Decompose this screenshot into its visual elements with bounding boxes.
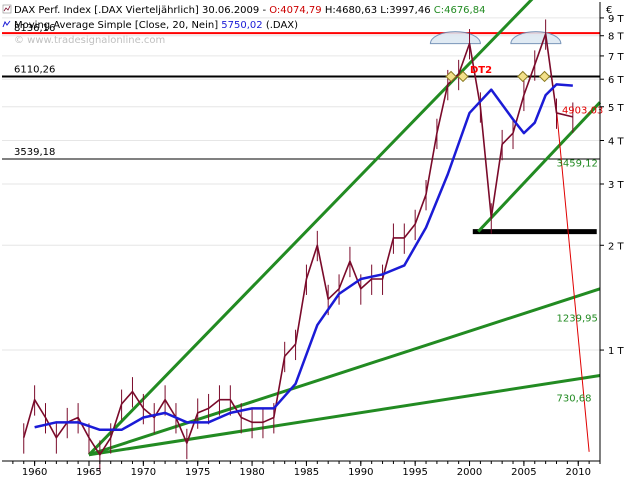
svg-text:Moving Average Simple [Close,: Moving Average Simple [Close, 20, Nein] …: [14, 20, 298, 31]
y-tick-label: 4 T: [608, 137, 625, 148]
header-close: C:4676,84: [431, 5, 486, 16]
line-label: 1239,95: [557, 314, 598, 325]
x-tick-label: 2000: [457, 467, 482, 478]
header-high: H:4680,63: [322, 5, 377, 16]
x-tick-label: 1965: [76, 467, 101, 478]
line-label: 730,68: [557, 393, 592, 404]
trendlines: [87, 0, 602, 457]
level-marker: [538, 70, 551, 83]
x-tick-label: 1985: [294, 467, 319, 478]
header: DAX Perf. Index [.DAX Vierteljährlich] 3…: [2, 4, 485, 31]
y-tick-label: 9 T: [608, 14, 625, 25]
level-label: 6110,26: [14, 64, 55, 75]
currency-symbol: €: [606, 5, 612, 16]
y-tick-label: 8 T: [608, 32, 625, 43]
moving-average-series: [34, 83, 573, 432]
watermark: © www.tradesignalonline.com: [14, 35, 165, 46]
header-instrument: DAX Perf. Index [.DAX Vierteljährlich] 3…: [14, 5, 269, 16]
pattern-label: DT2: [470, 65, 492, 76]
x-tick-label: 1975: [185, 467, 210, 478]
y-tick-label: 3 T: [608, 180, 625, 191]
double-top-shape: [429, 31, 481, 45]
y-tick-label: 2 T: [608, 241, 625, 252]
grid: [2, 17, 600, 351]
x-tick-label: 1990: [348, 467, 373, 478]
line-label: 4903,03: [562, 106, 603, 117]
y-tick-label: 5 T: [608, 103, 625, 114]
ma-value: 5750,02: [221, 20, 262, 31]
x-tick-label: 1970: [131, 467, 156, 478]
level-marker: [517, 70, 529, 83]
x-tick-label: 2010: [566, 467, 591, 478]
trendline: [87, 0, 534, 456]
ma-icon: [2, 20, 11, 28]
level-marker: [457, 70, 469, 83]
x-tick-label: 1980: [239, 467, 264, 478]
x-tick-label: 1995: [402, 467, 427, 478]
top-shapes: [429, 31, 562, 45]
trendline: [88, 374, 601, 457]
header-icon-glyph: [3, 5, 11, 12]
y-axis: 1 T 2 T 3 T 4 T 5 T 6 T 7 T 8 T 9 T: [600, 14, 625, 357]
svg-text:DAX Perf. Index [.DAX Viertel: DAX Perf. Index [.DAX Vierteljährlich] 3…: [14, 5, 485, 16]
double-top-shape: [510, 31, 562, 45]
y-tick-label: 7 T: [608, 52, 625, 63]
y-tick-label: 1 T: [608, 346, 625, 357]
trendline: [477, 101, 602, 233]
y-tick-label: 6 T: [608, 75, 625, 86]
x-tick-label: 1960: [22, 467, 47, 478]
header-low: L:3997,46: [377, 5, 430, 16]
level-label: 3539,18: [14, 147, 55, 158]
ma-label: Moving Average Simple [Close, 20, Nein]: [14, 20, 221, 31]
series: [22, 19, 574, 471]
ma-suffix: (.DAX): [263, 20, 298, 31]
line-label: 3459,12: [557, 158, 598, 169]
trendline: [88, 287, 601, 457]
projection-line: [556, 109, 590, 452]
header-open: O:4074,79: [269, 5, 321, 16]
level-markers: [445, 70, 551, 83]
x-tick-label: 2005: [511, 467, 536, 478]
x-axis: 1960 1965 1970 1975 1980 1985 1990 1995 2000 2005…: [12, 461, 601, 478]
level-marker: [445, 70, 457, 83]
level-label: 8136,16: [14, 23, 55, 34]
